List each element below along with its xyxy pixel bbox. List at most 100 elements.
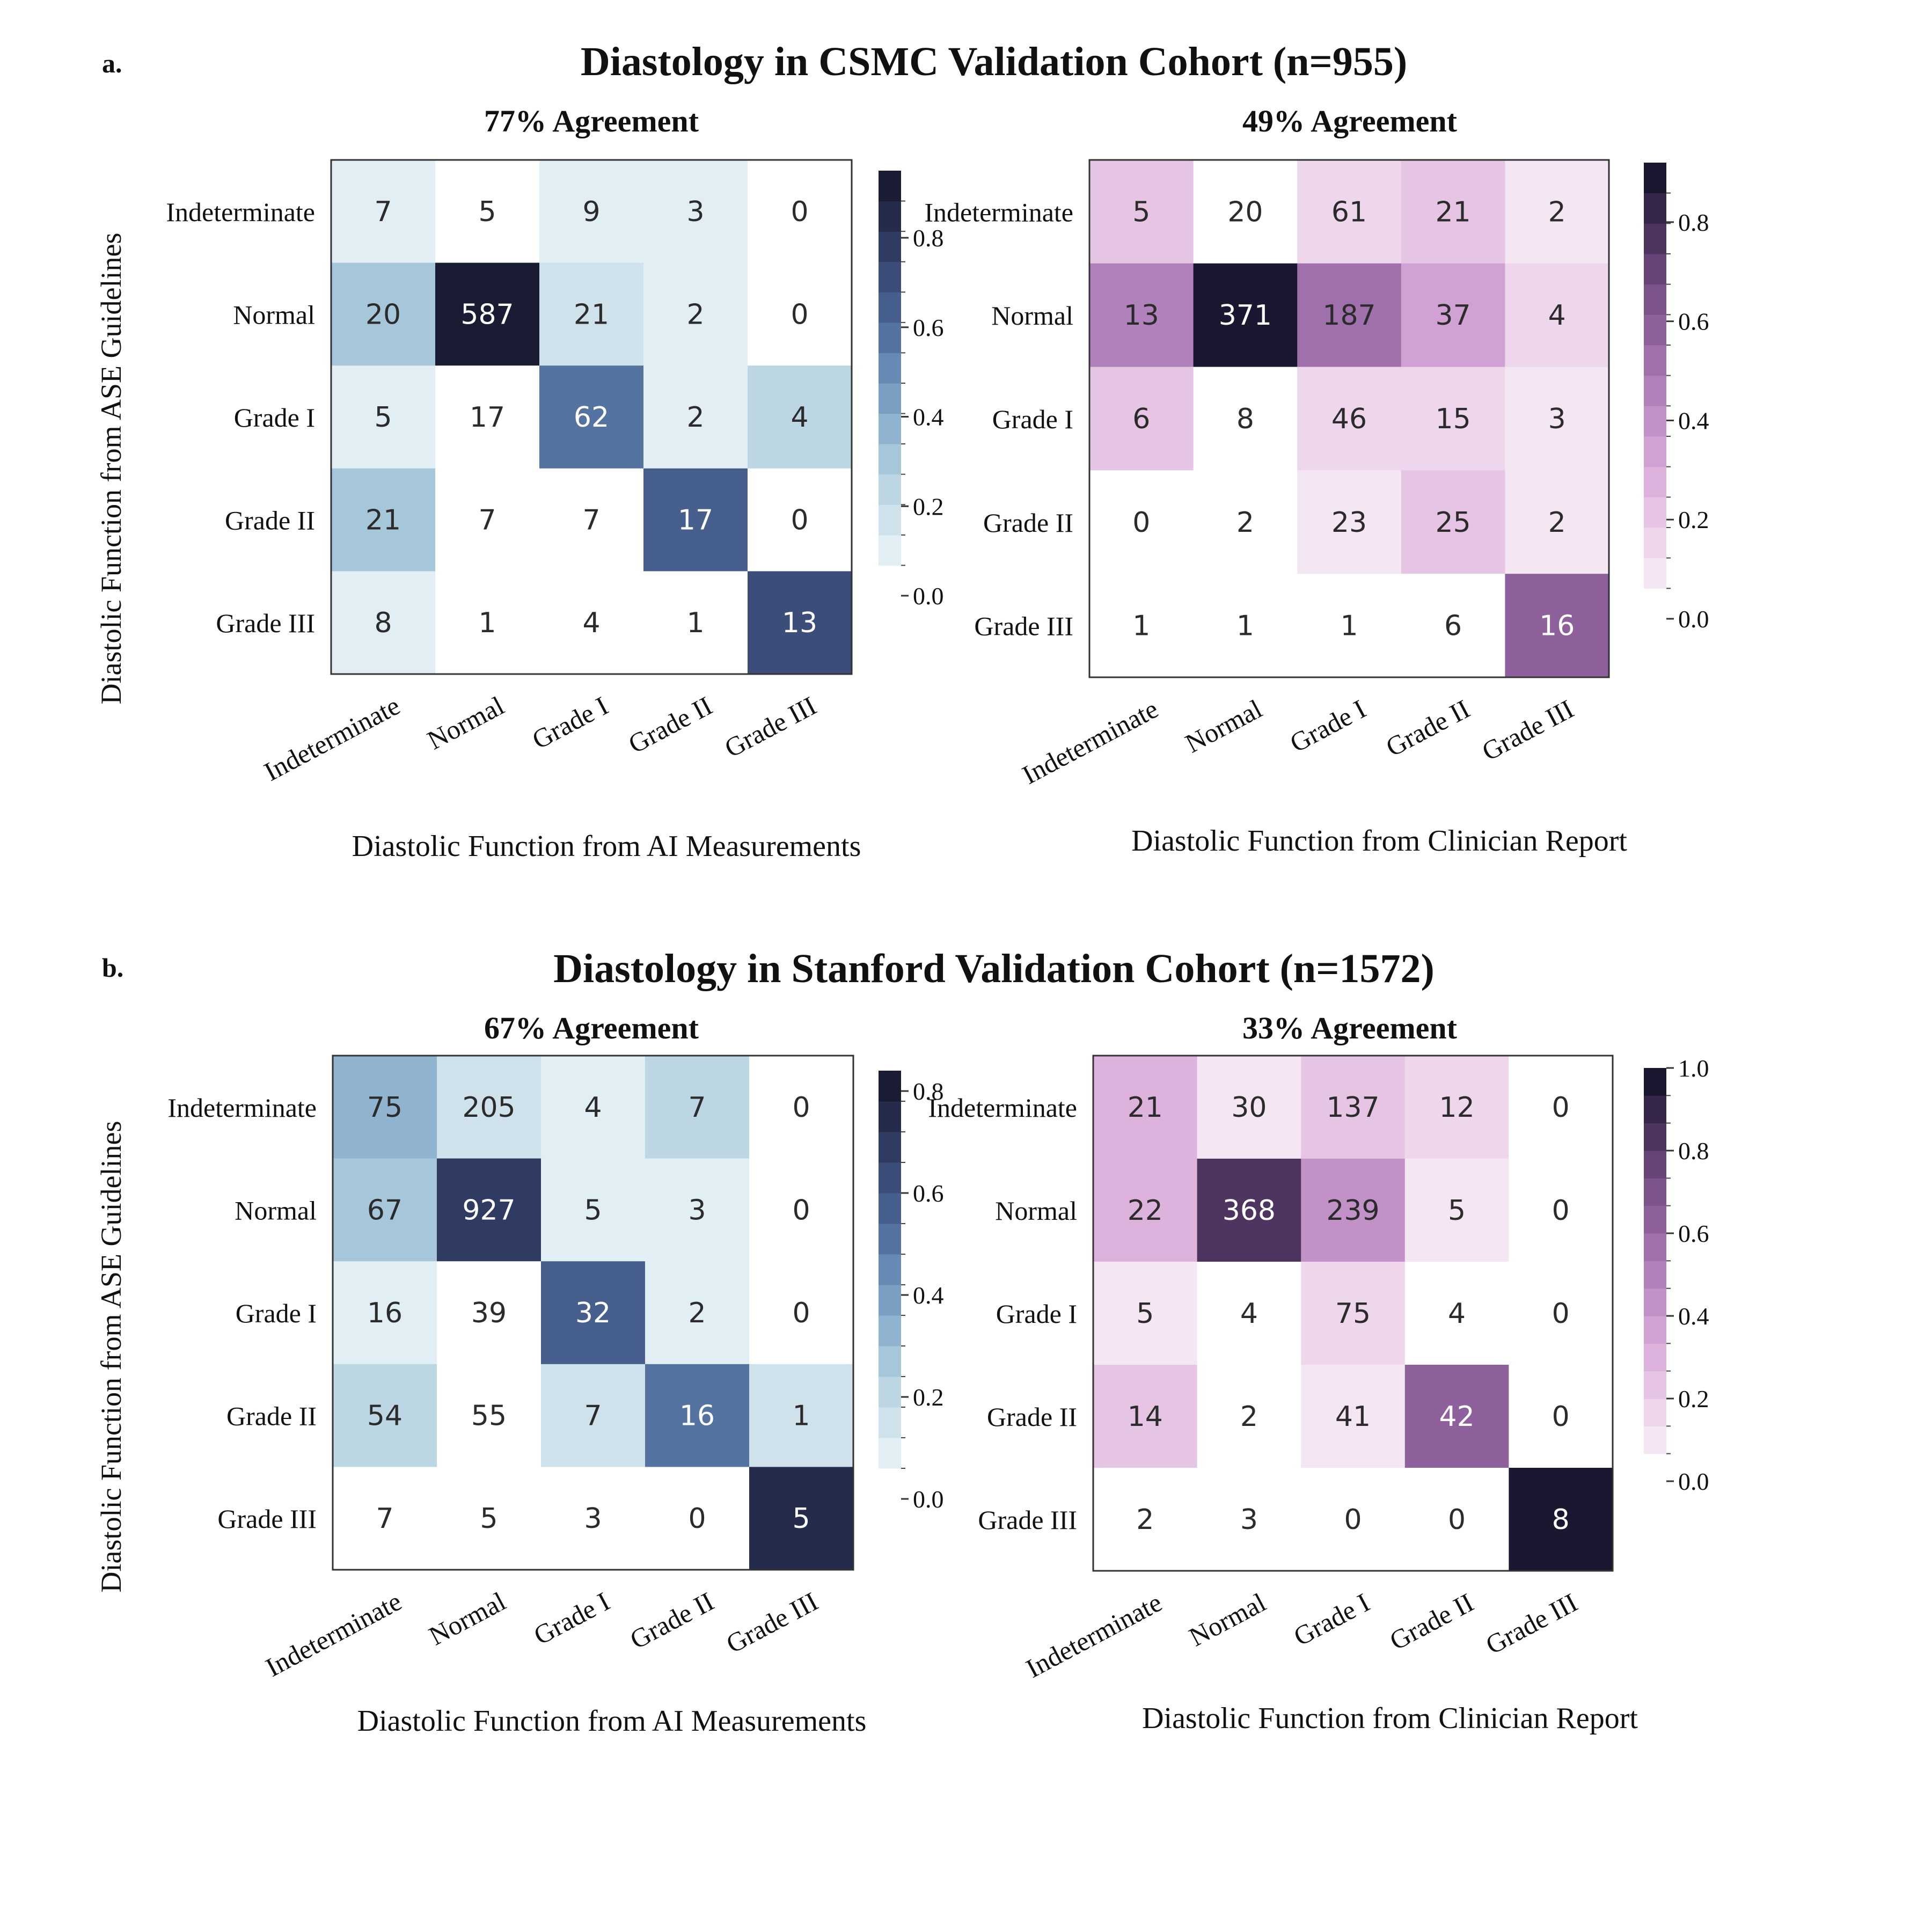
cell-value: 5 — [1136, 1298, 1154, 1330]
row-label-grade-iii: Grade III — [974, 611, 1073, 641]
colorbar-tick-label: 0.6 — [913, 314, 944, 341]
colorbar-band — [1644, 1371, 1666, 1399]
cell-value: 6 — [1132, 403, 1150, 435]
heatmap-cell — [1089, 367, 1194, 471]
heatmap-cell — [1197, 1056, 1301, 1159]
cell-value: 39 — [471, 1297, 507, 1329]
cell-value: 67 — [367, 1194, 402, 1226]
colorbar-band — [879, 201, 901, 232]
heatmap-cell — [645, 1364, 750, 1467]
colorbar-band — [1644, 1178, 1666, 1206]
heatmap-cell — [539, 160, 644, 264]
colorbar-band — [1644, 497, 1666, 528]
colorbar-band — [1644, 436, 1666, 467]
cell-value: 2 — [1548, 507, 1566, 539]
heatmap-cell — [539, 262, 644, 366]
heatmap-cell — [1093, 1056, 1198, 1159]
colorbar-band — [879, 535, 901, 566]
colorbar-band — [879, 1438, 901, 1469]
cell-value: 21 — [365, 504, 401, 537]
cell-value: 2 — [1236, 507, 1254, 539]
cell-value: 8 — [1552, 1504, 1570, 1536]
cell-value: 42 — [1439, 1401, 1475, 1433]
heatmap-cell — [748, 160, 852, 264]
cell-value: 37 — [1436, 299, 1471, 332]
row-label-grade-ii: Grade II — [983, 508, 1073, 538]
cell-value: 927 — [462, 1194, 515, 1226]
colorbar-tick-label: 0.2 — [913, 1384, 944, 1411]
col-label-indeterminate: Indeterminate — [1018, 693, 1163, 790]
heatmap-cell — [1404, 1159, 1509, 1262]
cell-value: 4 — [1240, 1298, 1258, 1330]
row-label-grade-iii: Grade III — [217, 1504, 317, 1534]
colorbar-tick-label: 0.0 — [913, 582, 944, 610]
colorbar-tick-label: 0.8 — [913, 224, 944, 252]
colorbar-tick-label: 0.2 — [1678, 1385, 1709, 1413]
row-label-normal: Normal — [995, 1196, 1077, 1226]
heatmap-cell — [1404, 1262, 1509, 1365]
heatmap-cell — [331, 160, 436, 264]
row-label-indeterminate: Indeterminate — [928, 1093, 1077, 1123]
heatmap-cell — [1404, 1468, 1509, 1571]
heatmap-cell — [1197, 1365, 1301, 1468]
cell-value: 7 — [688, 1092, 706, 1124]
heatmap-cell — [1301, 1159, 1406, 1262]
colorbar-band — [879, 1254, 901, 1285]
colorbar-band — [879, 383, 901, 414]
colorbar-band — [879, 1132, 901, 1163]
heatmap-cell — [749, 1467, 854, 1570]
row-label-normal: Normal — [233, 299, 315, 330]
col-label-grade-i: Grade I — [1285, 693, 1371, 758]
colorbar-band — [1644, 223, 1666, 254]
heatmap-cell — [1193, 160, 1298, 264]
heatmap-cell — [333, 1056, 437, 1159]
col-label-indeterminate: Indeterminate — [261, 1586, 406, 1682]
row-label-indeterminate: Indeterminate — [166, 197, 315, 227]
cell-value: 5 — [478, 196, 496, 228]
heatmap-frame — [330, 159, 853, 675]
col-label-grade-iii: Grade III — [1481, 1587, 1582, 1660]
x-axis-label: Diastolic Function from Clinician Report — [1131, 824, 1627, 858]
cell-value: 17 — [678, 504, 713, 537]
colorbar-band — [879, 1468, 901, 1499]
cell-value: 7 — [584, 1400, 602, 1432]
cell-value: 30 — [1231, 1092, 1267, 1124]
heatmap-cell — [1093, 1365, 1198, 1468]
colorbar-band — [879, 292, 901, 323]
col-label-indeterminate: Indeterminate — [1021, 1587, 1167, 1684]
cell-value: 1 — [478, 607, 496, 639]
cell-value: 15 — [1436, 403, 1471, 435]
cell-value: 239 — [1326, 1195, 1379, 1227]
heatmap-cell — [643, 160, 748, 264]
cell-value: 137 — [1326, 1092, 1379, 1124]
row-label-grade-i: Grade I — [992, 404, 1073, 434]
colorbar-band — [1644, 1151, 1666, 1179]
heatmap-cell — [1193, 470, 1298, 574]
heatmap-cell — [331, 262, 436, 366]
heatmap-cell — [748, 365, 852, 469]
heatmap-cell — [748, 468, 852, 572]
heatmap-cell — [333, 1364, 437, 1467]
colorbar-band — [879, 231, 901, 262]
heatmap-cell — [1297, 470, 1402, 574]
heatmap-cell — [1193, 574, 1298, 678]
cell-value: 7 — [376, 1503, 393, 1535]
cell-value: 16 — [1539, 610, 1575, 642]
row-label-grade-i: Grade I — [236, 1298, 317, 1328]
cell-value: 5 — [1448, 1195, 1466, 1227]
heatmap-cell — [435, 365, 540, 469]
heatmap-cell — [1297, 160, 1402, 264]
colorbar-band — [879, 444, 901, 475]
cell-value: 4 — [584, 1092, 602, 1124]
heatmap-cell — [1509, 1468, 1613, 1571]
heatmap-cell — [643, 468, 748, 572]
colorbar-band — [1644, 406, 1666, 437]
col-label-grade-iii: Grade III — [1477, 693, 1578, 766]
heatmap-cell — [333, 1261, 437, 1365]
colorbar-band — [879, 474, 901, 505]
heatmap-cell — [437, 1056, 541, 1159]
cell-value: 4 — [1548, 299, 1566, 332]
colorbar-band — [1644, 1095, 1666, 1124]
